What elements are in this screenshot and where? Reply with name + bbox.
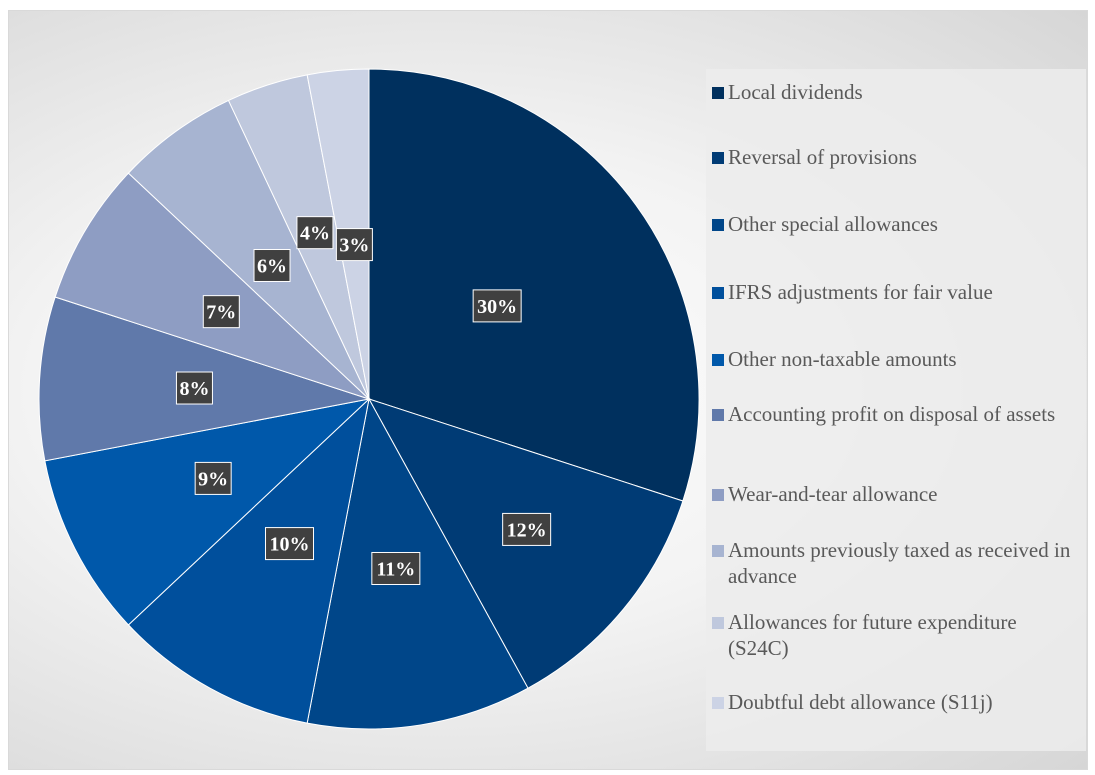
data-label-box xyxy=(296,216,334,250)
legend-swatch xyxy=(712,545,724,557)
legend-item: Amounts previously taxed as received in … xyxy=(712,537,1080,589)
data-label-box xyxy=(202,295,240,329)
legend-label: Reversal of provisions xyxy=(728,145,917,169)
data-label: 6% xyxy=(253,249,291,283)
legend-label: Amounts previously taxed as received in … xyxy=(728,538,1071,588)
data-label: 10% xyxy=(265,527,315,561)
pie-slice xyxy=(54,172,370,400)
data-label-box xyxy=(175,371,213,405)
chart-area: 30% 12% 11% 10% 9% 8% 7% 6% 4% 3% Local dividends… xyxy=(8,10,1088,770)
legend-label: Local dividends xyxy=(728,80,863,104)
pie-slice xyxy=(127,397,370,724)
data-label: 12% xyxy=(502,512,552,546)
legend-item: Other special allowances xyxy=(712,211,1080,237)
data-label: 7% xyxy=(202,295,240,329)
pie-data-labels: 30% 12% 11% 10% 9% 8% 7% 6% 4% 3% xyxy=(175,216,552,585)
pie-slices xyxy=(38,68,700,730)
data-label: 4% xyxy=(296,216,334,250)
legend-swatch xyxy=(712,87,724,99)
data-label-box xyxy=(472,289,522,323)
legend-label: IFRS adjustments for fair value xyxy=(728,280,993,304)
legend-item: Accounting profit on disposal of assets xyxy=(712,401,1080,427)
data-label: 11% xyxy=(371,551,421,585)
legend-label: Allowances for future expenditure (S24C) xyxy=(728,610,1017,660)
data-label: 8% xyxy=(175,371,213,405)
legend-item: IFRS adjustments for fair value xyxy=(712,279,1080,305)
legend-item: Local dividends xyxy=(712,79,1080,105)
data-label-box xyxy=(194,461,232,495)
legend-swatch xyxy=(712,697,724,709)
legend-label: Accounting profit on disposal of assets xyxy=(728,402,1056,426)
data-label-text: 10% xyxy=(270,534,310,556)
pie-slice xyxy=(127,99,370,400)
legend-label: Wear-and-tear allowance xyxy=(728,482,938,506)
data-label-text: 30% xyxy=(477,296,517,318)
legend: Local dividends Reversal of provisions O… xyxy=(706,69,1086,751)
data-label-text: 3% xyxy=(339,235,369,257)
legend-swatch xyxy=(712,409,724,421)
pie-slice xyxy=(368,68,700,502)
data-label-box xyxy=(265,527,315,561)
data-label-text: 8% xyxy=(179,378,209,400)
data-label: 30% xyxy=(472,289,522,323)
legend-label: Other special allowances xyxy=(728,212,938,236)
legend-item: Reversal of provisions xyxy=(712,144,1080,170)
legend-item: Wear-and-tear allowance xyxy=(712,481,1080,507)
data-label: 3% xyxy=(335,228,373,262)
data-label-box xyxy=(253,249,291,283)
legend-swatch xyxy=(712,152,724,164)
legend-swatch xyxy=(712,617,724,629)
data-label-text: 9% xyxy=(198,468,228,490)
pie-chart: 30% 12% 11% 10% 9% 8% 7% 6% 4% 3% xyxy=(38,68,700,730)
legend-item: Other non-taxable amounts xyxy=(712,346,1080,372)
data-label: 9% xyxy=(194,461,232,495)
legend-label: Other non-taxable amounts xyxy=(728,347,957,371)
legend-swatch xyxy=(712,219,724,231)
data-label-text: 6% xyxy=(257,256,287,278)
legend-swatch xyxy=(712,354,724,366)
legend-item: Allowances for future expenditure (S24C) xyxy=(712,609,1080,661)
legend-swatch xyxy=(712,287,724,299)
data-label-text: 4% xyxy=(300,223,330,245)
data-label-text: 11% xyxy=(376,558,415,580)
legend-item: Doubtful debt allowance (S11j) xyxy=(712,689,1080,715)
pie-slice xyxy=(44,398,371,626)
data-label-box xyxy=(335,228,373,262)
legend-swatch xyxy=(712,489,724,501)
legend-label: Doubtful debt allowance (S11j) xyxy=(728,690,993,714)
data-label-text: 12% xyxy=(507,519,547,541)
data-label-text: 7% xyxy=(206,302,236,324)
data-label-box xyxy=(371,551,421,585)
data-label-box xyxy=(502,512,552,546)
